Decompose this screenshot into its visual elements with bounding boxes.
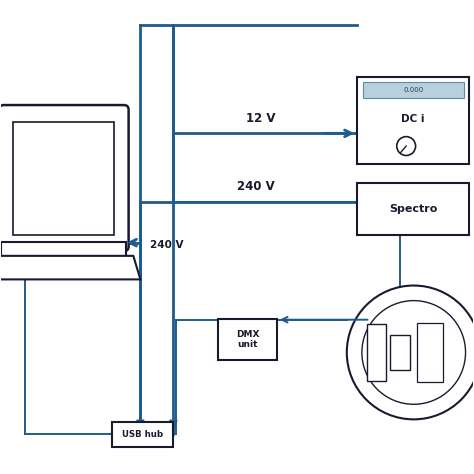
Bar bbox=[218, 319, 277, 359]
FancyBboxPatch shape bbox=[0, 105, 128, 251]
Text: USB hub: USB hub bbox=[122, 430, 164, 439]
Bar bbox=[357, 77, 469, 164]
Text: DC i: DC i bbox=[401, 114, 425, 124]
Bar bbox=[1, 242, 126, 258]
Text: 240 V: 240 V bbox=[150, 240, 183, 250]
Text: Spectro: Spectro bbox=[389, 204, 438, 214]
Bar bbox=[418, 323, 443, 382]
Circle shape bbox=[347, 285, 474, 419]
Bar bbox=[112, 422, 173, 447]
Text: DMX
unit: DMX unit bbox=[236, 330, 259, 349]
Circle shape bbox=[362, 301, 465, 404]
Bar bbox=[357, 183, 469, 235]
Polygon shape bbox=[0, 256, 140, 279]
Circle shape bbox=[397, 137, 416, 155]
Text: 12 V: 12 V bbox=[246, 112, 275, 125]
Bar bbox=[390, 335, 410, 370]
Bar bbox=[366, 324, 386, 381]
Text: 0.000: 0.000 bbox=[403, 87, 423, 93]
Bar bbox=[13, 121, 115, 235]
Text: 240 V: 240 V bbox=[237, 180, 275, 193]
Bar bbox=[363, 82, 464, 98]
